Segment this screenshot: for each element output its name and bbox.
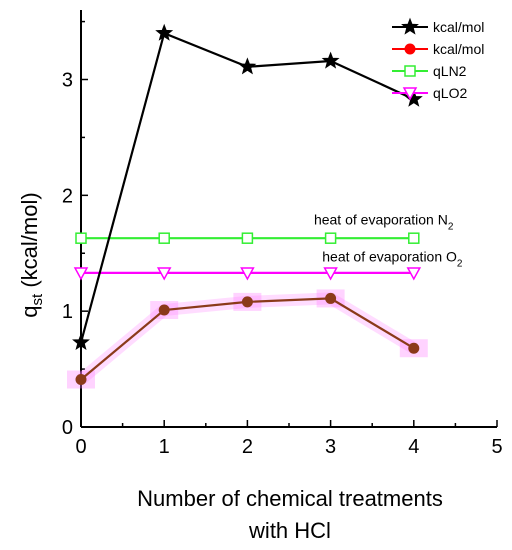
series-2-point: [408, 232, 420, 244]
series-1-point: [241, 296, 253, 308]
series-3-point: [323, 267, 338, 281]
legend-label: qLN2: [433, 63, 467, 79]
x-axis-ticks: 0 1 2 3 4 5: [75, 420, 503, 458]
series-0: [72, 23, 423, 351]
y-axis-title-symbol: q: [17, 305, 42, 317]
y-axis-ticks: 0 1 2 3: [62, 20, 88, 439]
legend-item-1: kcal/mol: [392, 41, 484, 57]
series-0-point: [321, 51, 340, 69]
series-3-point: [406, 267, 422, 281]
series-1: [67, 289, 428, 389]
series-3-point: [156, 267, 172, 281]
series-2-point: [241, 232, 254, 244]
series-1-point: [408, 342, 420, 354]
legend-marker: [404, 65, 416, 77]
x-tick-label: 2: [242, 436, 253, 458]
y-axis-title-unit: (kcal/mol): [17, 192, 42, 293]
series-0-point: [155, 23, 174, 41]
legend-item-3: qLO2: [392, 85, 467, 101]
y-tick-label: 3: [62, 70, 73, 92]
series-group: [67, 23, 428, 389]
x-tick-label: 5: [491, 436, 502, 458]
annotation-1-subscript: 2: [457, 258, 463, 269]
legend-marker: [402, 87, 418, 101]
legend-item-2: qLN2: [392, 63, 467, 79]
series-3-point: [73, 267, 89, 281]
series-3: [73, 267, 422, 281]
legend-marker: [401, 17, 419, 35]
y-axis-title: qst (kcal/mol): [17, 192, 46, 317]
legend-label: qLO2: [433, 85, 467, 101]
series-2-point: [324, 232, 337, 244]
series-1-point: [75, 374, 87, 386]
x-tick-label: 3: [325, 436, 336, 458]
series-1-point: [325, 292, 337, 304]
legend-label: kcal/mol: [433, 19, 484, 35]
legend-label: kcal/mol: [433, 41, 484, 57]
series-0-point: [72, 333, 90, 351]
series-3-point: [240, 267, 255, 281]
x-axis-title-line1: Number of chemical treatments: [137, 486, 443, 511]
series-2-point: [158, 232, 170, 244]
series-1-point: [158, 304, 170, 316]
y-tick-label: 0: [62, 417, 73, 439]
series-0-point: [238, 57, 257, 75]
axes: 0 1 2 3 4 5 0 1 2 3: [62, 10, 503, 458]
x-axis-title-line2: with HCl: [248, 518, 331, 543]
legend-marker: [404, 43, 416, 55]
annotation-1: heat of evaporation O2: [322, 248, 463, 269]
annotation-0-subscript: 2: [448, 221, 454, 232]
annotation-0: heat of evaporation N2: [314, 211, 454, 232]
legend-item-0: kcal/mol: [392, 17, 484, 35]
y-tick-label: 1: [62, 301, 73, 323]
x-tick-label: 0: [75, 436, 86, 458]
series-2-point: [75, 232, 87, 244]
legend: kcal/mol kcal/mol qLN2 qLO2: [392, 17, 484, 101]
x-tick-label: 4: [408, 436, 419, 458]
y-tick-label: 2: [62, 185, 73, 207]
annotation-0-text: heat of evaporation N: [314, 211, 448, 227]
series-2: [75, 232, 420, 244]
x-tick-label: 1: [159, 436, 170, 458]
annotation-1-text: heat of evaporation O: [322, 248, 457, 264]
y-axis-title-subscript: st: [29, 293, 46, 306]
